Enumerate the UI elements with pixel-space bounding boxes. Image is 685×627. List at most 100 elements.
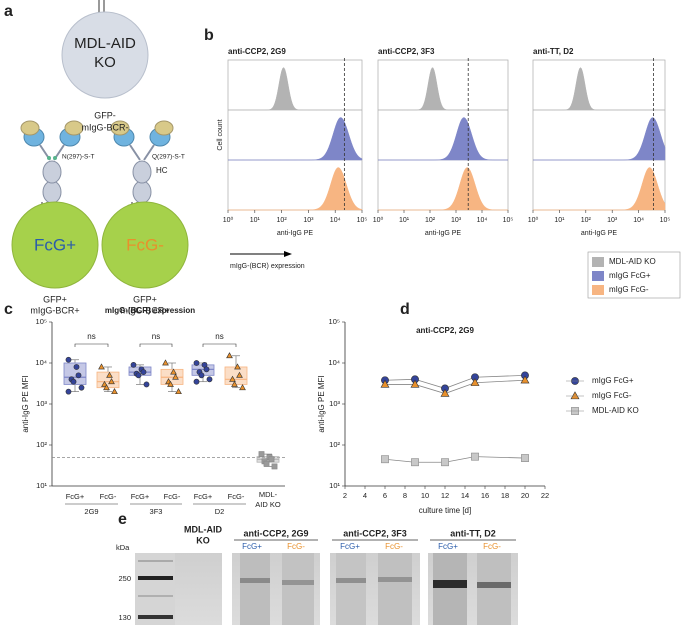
data-point (175, 388, 182, 395)
x-tick-label: 16 (481, 491, 489, 500)
histogram (378, 117, 508, 161)
x-tick-label: 10² (425, 217, 436, 224)
data-point (520, 375, 530, 384)
x-tick-label: 10⁵ (357, 217, 368, 224)
box (224, 366, 248, 385)
gel-header: anti-CCP2, 3F3 (343, 528, 407, 538)
data-point (470, 377, 480, 386)
x-tick-label: 10³ (607, 217, 618, 224)
significance-label: ns (87, 332, 95, 341)
x-tick-label: 10¹ (250, 217, 261, 224)
panel-label: d (400, 301, 410, 318)
x-tick-label: 14 (461, 491, 469, 500)
significance-bracket (139, 343, 173, 347)
x-tick-label: 10⁴ (330, 217, 341, 224)
data-point (234, 363, 241, 370)
y-axis-label: anti-IgG PE MFI (317, 375, 326, 432)
data-point (471, 452, 479, 461)
panel-label: a (4, 3, 13, 20)
caption: GFP+ (133, 294, 157, 304)
data-point (440, 388, 450, 397)
data-point (143, 381, 150, 388)
data-point (206, 376, 213, 383)
frame (377, 59, 509, 211)
group-label: 3F3 (150, 507, 163, 516)
chart-title: anti-CCP2, 2G9 (416, 326, 474, 335)
x-tick-label: 10⁴ (633, 217, 644, 224)
gel-header: anti-TT, D2 (450, 528, 496, 538)
y-tick-label: 10¹ (36, 481, 47, 490)
gel-images (135, 553, 518, 625)
series-line (384, 374, 526, 389)
histogram (378, 167, 508, 211)
gel-header: MDL-AID (184, 524, 222, 534)
y-tick-label: 10³ (36, 399, 47, 408)
data-point (441, 458, 449, 467)
panel-title: anti-CCP2, 3F3 (378, 47, 435, 56)
data-point (65, 388, 72, 395)
cell-label: MDL-AID (74, 35, 136, 52)
lane-label: FcG- (483, 542, 501, 551)
panel-title: anti-TT, D2 (533, 47, 574, 56)
y-tick-label: 10⁴ (35, 358, 47, 367)
caption: mIgG-BCR+ (120, 305, 169, 315)
legend-swatch (592, 285, 604, 295)
data-point (381, 455, 389, 464)
data-point (135, 372, 142, 379)
data-point (78, 384, 85, 391)
annotation: mIgG-(BCR) expression (230, 263, 305, 270)
caption: GFP- (94, 110, 116, 120)
histogram (228, 117, 363, 161)
data-point (258, 451, 265, 457)
data-point (172, 373, 179, 380)
data-point (108, 378, 115, 385)
data-point (410, 379, 420, 388)
legend-label: mIgG FcG+ (592, 376, 634, 385)
panel-label: c (4, 301, 13, 318)
arrow-head (284, 251, 292, 257)
x-tick-label: 10⁵ (503, 217, 514, 224)
data-point (268, 456, 275, 463)
histogram (378, 67, 508, 111)
marker-label: 130 (118, 613, 131, 622)
data-point (111, 388, 118, 395)
data-point (203, 366, 210, 373)
x-axis-label: anti-IgG PE (425, 230, 462, 237)
x-tick-label: 20 (521, 491, 529, 500)
y-tick-label: 10² (36, 440, 47, 449)
data-point (271, 463, 278, 470)
x-tick-label: 10⁵ (660, 217, 671, 224)
data-point (411, 458, 419, 467)
caption: mIgG-BCR- (82, 122, 129, 132)
legend-swatch (592, 271, 604, 281)
x-axis-label: anti-IgG PE (581, 230, 618, 237)
x-tick-label: 10² (581, 217, 592, 224)
y-tick-label: 10² (329, 440, 340, 449)
legend-label: MDL-AID KO (609, 257, 656, 266)
caption: mIgG-BCR+ (30, 305, 79, 315)
x-tick-label: 12 (441, 491, 449, 500)
x-tick-label: 10² (277, 217, 288, 224)
gel-unit: kDa (116, 543, 130, 552)
legend-label: mIgG FcG- (609, 285, 649, 294)
y-axis-label: anti-IgG PE MFI (21, 375, 30, 432)
significance-label: ns (215, 332, 223, 341)
x-tick-label: 10⁰ (373, 216, 384, 224)
x-axis-label: culture time [d] (419, 506, 471, 515)
x-tick-label: 10⁴ (477, 217, 488, 224)
x-tick-label: 8 (403, 491, 407, 500)
y-tick-label: 10⁵ (329, 317, 340, 326)
y-axis-label: Cell count (217, 119, 224, 150)
histogram (533, 167, 666, 211)
marker-label: 250 (118, 574, 131, 583)
x-tick-label: FcG+ (194, 492, 213, 501)
caption: GFP+ (43, 294, 67, 304)
lane-label: FcG+ (340, 542, 360, 551)
y-tick-label: 10⁵ (36, 317, 47, 326)
diagram (11, 0, 189, 289)
x-tick-label: 10⁰ (223, 216, 234, 224)
histogram (533, 117, 666, 161)
lane-label: FcG- (287, 542, 305, 551)
data-point (239, 384, 246, 391)
data-point (229, 375, 236, 382)
